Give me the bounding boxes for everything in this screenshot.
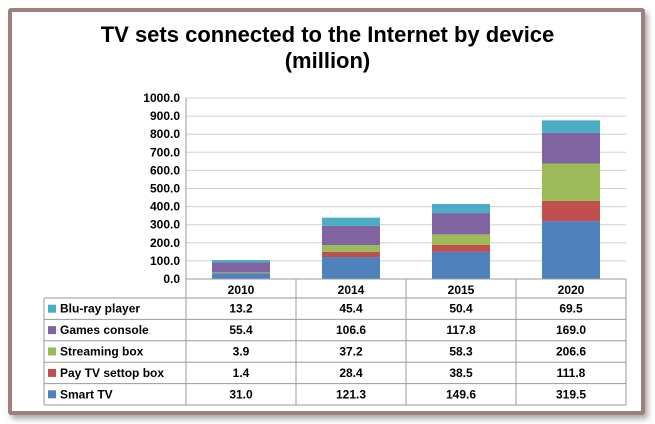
chart-title-line2: (million) — [284, 48, 371, 73]
legend-key — [48, 368, 56, 377]
bar-segment — [432, 251, 490, 279]
data-table-value: 117.8 — [446, 323, 476, 337]
data-table-value: 13.2 — [229, 302, 253, 316]
legend-label: Smart TV — [60, 387, 113, 401]
data-table-value: 55.4 — [229, 323, 253, 337]
legend-key — [48, 347, 56, 356]
bar-segment — [322, 217, 380, 226]
y-tick-label: 1000.0 — [143, 91, 180, 105]
y-tick-label: 800.0 — [150, 127, 180, 141]
legend-label: Games console — [60, 323, 149, 337]
y-tick-label: 100.0 — [150, 254, 180, 268]
bar-segment — [322, 245, 380, 252]
y-tick-label: 900.0 — [150, 109, 180, 123]
y-tick-label: 300.0 — [150, 218, 180, 232]
legend-key — [48, 304, 56, 313]
x-category-label: 2020 — [558, 283, 585, 297]
bar-segment — [322, 225, 380, 246]
data-table-value: 37.2 — [339, 345, 363, 359]
data-table-value: 3.9 — [233, 345, 250, 359]
y-tick-label: 600.0 — [150, 163, 180, 177]
bar-segment — [432, 244, 490, 252]
bar-segment — [432, 234, 490, 245]
bar-segment — [432, 203, 490, 214]
bar-segment — [212, 273, 270, 279]
bar-segment — [322, 257, 380, 279]
data-table-value: 111.8 — [557, 366, 586, 380]
x-category-label: 2014 — [338, 283, 365, 297]
bar-segment — [212, 260, 270, 263]
data-table-value: 58.3 — [449, 345, 473, 359]
chart-title: TV sets connected to the Internet by dev… — [0, 22, 655, 74]
bar-segment — [542, 200, 600, 222]
data-table-value: 28.4 — [339, 366, 363, 380]
data-table-value: 38.5 — [449, 366, 473, 380]
y-tick-label: 500.0 — [150, 182, 180, 196]
y-tick-label: 400.0 — [150, 200, 180, 214]
chart-frame — [8, 8, 645, 415]
data-table-value: 121.3 — [336, 387, 366, 401]
bar-segment — [432, 213, 490, 235]
data-table-value: 45.4 — [339, 302, 363, 316]
data-table-value: 206.6 — [556, 345, 586, 359]
data-table-value: 106.6 — [336, 323, 366, 337]
bar-segment — [542, 163, 600, 201]
data-table-value: 169.0 — [556, 323, 586, 337]
chart-title-line1: TV sets connected to the Internet by dev… — [100, 22, 555, 47]
data-table-value: 149.6 — [446, 387, 476, 401]
bar-segment — [542, 221, 600, 279]
bar-segment — [212, 262, 270, 273]
legend-key — [48, 390, 56, 399]
x-category-label: 2015 — [448, 283, 475, 297]
bar-segment — [542, 120, 600, 133]
bar-segment — [542, 132, 600, 164]
y-tick-label: 700.0 — [150, 145, 180, 159]
data-table-value: 69.5 — [559, 302, 583, 316]
data-table-value: 319.5 — [556, 387, 586, 401]
y-tick-label: 200.0 — [150, 236, 180, 250]
data-table-value: 50.4 — [449, 302, 473, 316]
y-tick-label: 0.0 — [163, 272, 180, 286]
legend-label: Streaming box — [60, 345, 144, 359]
bar-segment — [322, 251, 380, 258]
legend-label: Pay TV settop box — [60, 366, 164, 380]
legend-label: Blu-ray player — [60, 302, 140, 316]
x-category-label: 2010 — [228, 283, 255, 297]
legend-key — [48, 326, 56, 335]
data-table-value: 1.4 — [233, 366, 250, 380]
data-table-value: 31.0 — [229, 387, 253, 401]
bar-segment — [212, 272, 270, 274]
